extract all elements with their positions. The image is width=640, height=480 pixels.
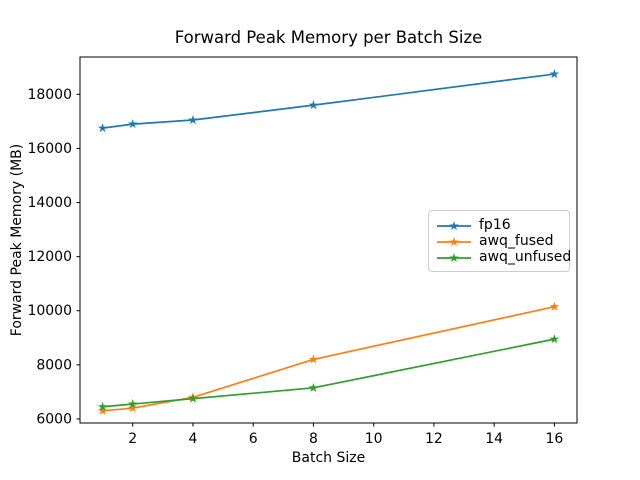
- x-tick-label: 10: [365, 431, 383, 447]
- awq_unfused-marker: [549, 334, 560, 344]
- y-tick-label: 8000: [36, 357, 72, 373]
- legend-label-awq-fused: awq_fused: [479, 233, 554, 249]
- awq_fused-marker: [97, 405, 108, 415]
- legend-item-awq-unfused: awq_unfused: [437, 249, 571, 265]
- x-tick-label: 12: [425, 431, 443, 447]
- awq_fused-marker: [127, 403, 138, 413]
- x-tick-label: 14: [485, 431, 503, 447]
- y-tick-label: 6000: [36, 411, 72, 427]
- x-tick-label: 16: [545, 431, 563, 447]
- awq_unfused-swatch-marker: [449, 253, 459, 263]
- legend-label-awq-unfused: awq_unfused: [479, 249, 572, 265]
- awq_fused-swatch-canvas: [437, 237, 471, 247]
- awq_fused-marker: [549, 301, 560, 311]
- chart-title: Forward Peak Memory per Batch Size: [174, 28, 483, 47]
- y-tick-label: 12000: [27, 249, 72, 265]
- y-tick-label: 14000: [27, 195, 72, 211]
- awq_fused-marker: [308, 354, 319, 364]
- awq_unfused-marker: [308, 382, 319, 392]
- y-tick-label: 18000: [27, 87, 72, 103]
- x-tick-label: 6: [249, 431, 258, 447]
- awq_unfused-marker: [97, 401, 108, 411]
- awq_unfused-marker: [127, 399, 138, 409]
- axes-frame: [79, 56, 578, 424]
- fp16-marker: [127, 119, 138, 129]
- awq-unfused-line-swatch: [437, 250, 471, 264]
- x-tick-label: 2: [128, 431, 137, 447]
- x-tick-label: 8: [309, 431, 318, 447]
- x-tick-label: 4: [188, 431, 197, 447]
- y-tick-label: 10000: [27, 303, 72, 319]
- awq-fused-line-swatch: [437, 234, 471, 248]
- y-axis-label: Forward Peak Memory (MB): [9, 143, 25, 337]
- fp16-swatch-canvas: [437, 221, 471, 231]
- awq_unfused-line: [102, 338, 555, 408]
- fp16-swatch-marker: [449, 221, 459, 231]
- y-tick-label: 16000: [27, 141, 72, 157]
- awq_fused-swatch-marker: [449, 237, 459, 247]
- awq_unfused-marker: [188, 393, 198, 403]
- fp16-line: [102, 73, 555, 129]
- fp16-marker: [308, 100, 319, 110]
- fp16-marker: [97, 123, 108, 133]
- awq_fused-line: [102, 305, 555, 412]
- legend-item-fp16: fp16: [437, 217, 561, 233]
- fp16-line-swatch: [437, 218, 471, 232]
- awq_unfused-swatch-canvas: [437, 253, 471, 263]
- x-axis-label: Batch Size: [291, 450, 366, 466]
- legend-label-fp16: fp16: [479, 217, 511, 233]
- legend-item-awq-fused: awq_fused: [437, 233, 561, 249]
- legend: fp16 awq_fused awq_unfused: [428, 210, 571, 272]
- fp16-marker: [188, 115, 198, 125]
- fp16-marker: [549, 69, 560, 79]
